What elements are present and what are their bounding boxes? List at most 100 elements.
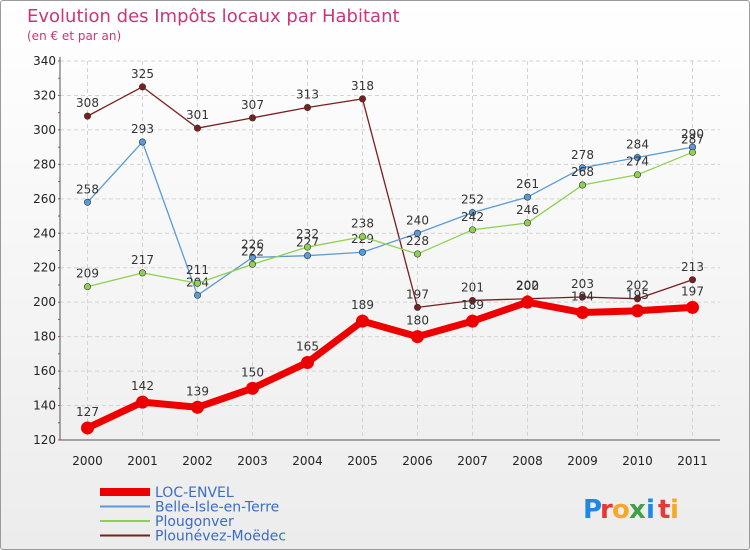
data-point <box>136 395 149 409</box>
data-label: 238 <box>351 217 374 231</box>
data-label: 228 <box>406 234 429 248</box>
legend: LOC-ENVELBelle-Isle-en-TerrePlougonverPl… <box>100 485 286 545</box>
data-label: 240 <box>406 213 429 227</box>
data-point <box>139 83 147 91</box>
x-tick-label: 2010 <box>622 454 653 468</box>
data-point <box>194 291 202 299</box>
data-point <box>466 314 479 328</box>
y-tick-label: 320 <box>33 88 56 102</box>
x-tick-label: 2003 <box>237 454 268 468</box>
data-point <box>578 293 586 301</box>
data-point <box>413 250 421 258</box>
data-point <box>84 283 92 291</box>
data-label: 217 <box>131 253 154 267</box>
data-label: 287 <box>681 132 704 146</box>
data-label: 308 <box>76 96 99 110</box>
chart-subtitle: (en € et par an) <box>27 29 121 43</box>
data-label: 213 <box>681 260 704 274</box>
data-label: 195 <box>626 288 649 302</box>
x-tick-label: 2004 <box>292 454 323 468</box>
data-point <box>521 295 534 309</box>
data-label: 242 <box>461 210 484 224</box>
data-label: 274 <box>626 155 649 169</box>
data-label: 252 <box>461 193 484 207</box>
data-point <box>303 252 311 260</box>
y-tick-label: 120 <box>33 433 56 447</box>
y-tick-label: 340 <box>33 54 56 68</box>
x-tick-label: 2006 <box>402 454 433 468</box>
y-tick-label: 220 <box>33 261 56 275</box>
data-label: 189 <box>351 298 374 312</box>
x-tick-label: 2001 <box>127 454 158 468</box>
data-point <box>249 114 257 122</box>
data-label: 139 <box>186 384 209 398</box>
x-tick-label: 2007 <box>457 454 488 468</box>
data-point <box>468 209 476 217</box>
x-tick-label: 2005 <box>347 454 378 468</box>
legend-label: LOC-ENVEL <box>155 485 234 501</box>
data-point <box>631 304 644 318</box>
data-point <box>523 193 531 201</box>
data-label: 202 <box>516 279 539 293</box>
data-label: 307 <box>241 98 264 112</box>
series-group: 308 325 301 307 313 318 197 201 202 203 202 213 258 2… <box>76 67 704 435</box>
data-label: 258 <box>76 182 99 196</box>
y-tick-label: 300 <box>33 123 56 137</box>
logo-letter: r <box>600 495 613 525</box>
logo-letter: i <box>646 495 655 525</box>
data-label: 284 <box>626 137 649 151</box>
y-tick-label: 180 <box>33 330 56 344</box>
series-line-1 <box>87 141 693 296</box>
data-point <box>303 243 311 251</box>
data-label: 268 <box>571 165 594 179</box>
data-point <box>413 229 421 237</box>
x-tick-label: 2008 <box>512 454 543 468</box>
data-label: 226 <box>241 237 264 251</box>
axes: 120 140 160 180 200 220 240 260 280 300 320 340 2000… <box>33 54 720 468</box>
chart-title: Evolution des Impôts locaux par Habitant <box>27 6 400 27</box>
data-label: 261 <box>516 177 539 191</box>
data-point <box>578 181 586 189</box>
data-label: 232 <box>296 227 319 241</box>
data-point <box>191 400 204 414</box>
data-point <box>81 421 94 435</box>
data-label: 165 <box>296 339 319 353</box>
data-point <box>139 138 147 146</box>
logo-letter: i <box>670 495 679 525</box>
data-label: 202 <box>626 279 649 293</box>
logo-letter: o <box>612 495 630 525</box>
data-label: 318 <box>351 79 374 93</box>
y-tick-label: 140 <box>33 399 56 413</box>
data-point <box>358 248 366 256</box>
data-label: 301 <box>186 108 209 122</box>
data-point <box>468 296 476 304</box>
x-tick-label: 2011 <box>677 454 708 468</box>
data-label: 194 <box>571 290 594 304</box>
data-point <box>633 295 641 303</box>
data-point <box>468 226 476 234</box>
legend-label: Plougonver <box>155 514 234 530</box>
data-label: 313 <box>296 88 319 102</box>
data-label: 180 <box>406 314 429 328</box>
data-label: 246 <box>516 203 539 217</box>
data-point <box>194 124 202 132</box>
data-label: 325 <box>131 67 154 81</box>
data-point <box>633 171 641 179</box>
data-point <box>246 381 259 395</box>
data-point <box>194 279 202 287</box>
data-label: 201 <box>461 280 484 294</box>
y-tick-label: 200 <box>33 295 56 309</box>
data-label: 189 <box>461 298 484 312</box>
data-point <box>301 355 314 369</box>
data-point <box>688 276 696 284</box>
series-line-0 <box>86 298 693 432</box>
y-tick-label: 260 <box>33 192 56 206</box>
data-point <box>576 306 589 320</box>
legend-label: Belle-Isle-en-Terre <box>155 500 279 516</box>
data-point <box>249 260 257 268</box>
data-point <box>358 233 366 241</box>
data-point <box>249 253 257 261</box>
data-point <box>411 330 424 344</box>
data-point <box>356 314 369 328</box>
